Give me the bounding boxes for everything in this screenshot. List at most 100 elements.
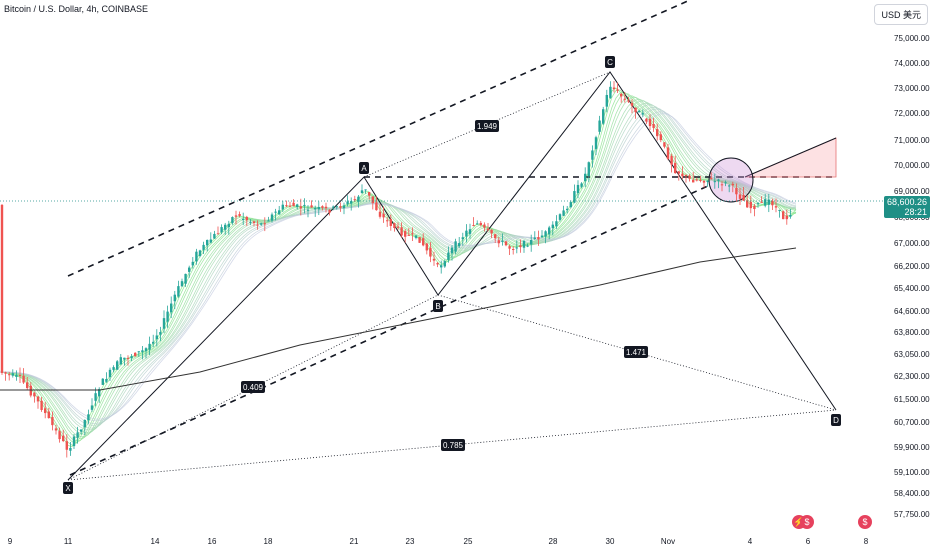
candle [209, 232, 212, 244]
lower-channel-line[interactable] [69, 184, 711, 476]
price-tick-label: 74,000.00 [894, 59, 930, 68]
candle [170, 296, 173, 319]
candle [767, 193, 770, 213]
candle [652, 117, 655, 132]
candle [245, 215, 248, 226]
ema-line [0, 93, 797, 442]
candle [328, 209, 331, 216]
candle [263, 217, 266, 232]
ratio-label[interactable]: 1.949 [475, 120, 499, 132]
candle [188, 265, 191, 278]
candle [598, 115, 601, 135]
candle [407, 228, 410, 236]
candle [490, 229, 493, 238]
candle [670, 153, 673, 173]
candle [530, 234, 533, 252]
candle [522, 240, 526, 253]
ratio-label[interactable]: 0.409 [241, 381, 265, 393]
currency-button[interactable]: USD 美元 [874, 4, 928, 25]
time-tick-label: Nov [661, 537, 675, 546]
candle [504, 240, 508, 247]
candle [436, 261, 439, 268]
candle [54, 424, 58, 435]
price-tick-label: 60,700.00 [894, 418, 930, 427]
candle [65, 434, 68, 458]
candle [612, 81, 616, 93]
candle [90, 398, 94, 412]
candle [749, 195, 752, 214]
candle [0, 204, 4, 375]
candle [400, 222, 403, 238]
candle [443, 259, 446, 268]
candle [494, 233, 497, 244]
svg-text:D: D [833, 416, 839, 425]
svg-text:1.949: 1.949 [477, 122, 498, 131]
candle [584, 167, 587, 188]
ratio-label[interactable]: 0.785 [441, 439, 465, 451]
candle [324, 202, 328, 213]
svg-text:0.409: 0.409 [243, 383, 264, 392]
pattern-point-b[interactable]: B [433, 300, 443, 312]
candle [166, 305, 169, 328]
candle [281, 200, 284, 212]
ratio-label[interactable]: 1.471 [624, 346, 648, 358]
time-tick-label: 6 [806, 537, 811, 546]
event-icon[interactable]: $ [800, 515, 814, 529]
candle [512, 246, 515, 255]
candles [0, 81, 792, 458]
candle [569, 200, 572, 209]
upper-channel-line[interactable] [67, 0, 691, 277]
candle [378, 204, 382, 219]
highlight-circle[interactable] [708, 157, 754, 203]
candle [616, 82, 619, 94]
candle [537, 230, 540, 246]
candle [184, 273, 187, 287]
event-icon[interactable]: $ [858, 515, 872, 529]
pattern-labels: X A B C D 1.949 0.409 1.471 0.785 [63, 56, 841, 494]
candle [8, 371, 11, 381]
svg-text:B: B [435, 302, 440, 311]
price-tick-label: 70,000.00 [894, 161, 930, 170]
candle [40, 396, 43, 412]
candle [292, 199, 295, 207]
pattern-point-a[interactable]: A [359, 162, 369, 174]
candle [771, 198, 774, 211]
candle [350, 197, 353, 211]
candle [454, 238, 457, 255]
candle [501, 233, 504, 246]
candle [540, 230, 544, 238]
candle [591, 145, 594, 168]
candle [393, 222, 396, 232]
xd-dotted [67, 409, 837, 481]
candle [447, 246, 450, 263]
candle [580, 182, 583, 189]
candle [738, 188, 742, 205]
pattern-point-d[interactable]: D [831, 414, 841, 426]
candle [159, 326, 162, 342]
candle [468, 223, 472, 239]
harmonic-pattern[interactable] [67, 71, 837, 481]
candle [224, 222, 227, 235]
candle [242, 212, 245, 226]
candle [483, 222, 486, 232]
price-tick-label: 59,900.00 [894, 443, 930, 452]
price-tick-label: 63,800.00 [894, 328, 930, 337]
candle [314, 205, 317, 217]
pattern-point-x[interactable]: X [63, 482, 73, 494]
svg-text:X: X [65, 484, 71, 493]
candle [648, 114, 652, 130]
candle [256, 220, 259, 230]
candle [692, 172, 695, 183]
time-tick-label: 11 [64, 537, 73, 546]
price-tick-label: 62,300.00 [894, 372, 930, 381]
candle [332, 205, 335, 211]
candle [630, 99, 634, 114]
candle [306, 205, 310, 218]
time-axis[interactable]: 9 11 14 16 18 21 23 25 28 30 Nov 4 6 8 [8, 537, 869, 546]
time-tick-label: 28 [549, 537, 558, 546]
price-axis[interactable]: 75,000.00 74,000.00 73,000.00 72,000.00 71,0… [894, 34, 930, 519]
pattern-point-c[interactable]: C [605, 56, 615, 68]
price-tick-label: 58,400.00 [894, 489, 930, 498]
candle [112, 365, 115, 373]
